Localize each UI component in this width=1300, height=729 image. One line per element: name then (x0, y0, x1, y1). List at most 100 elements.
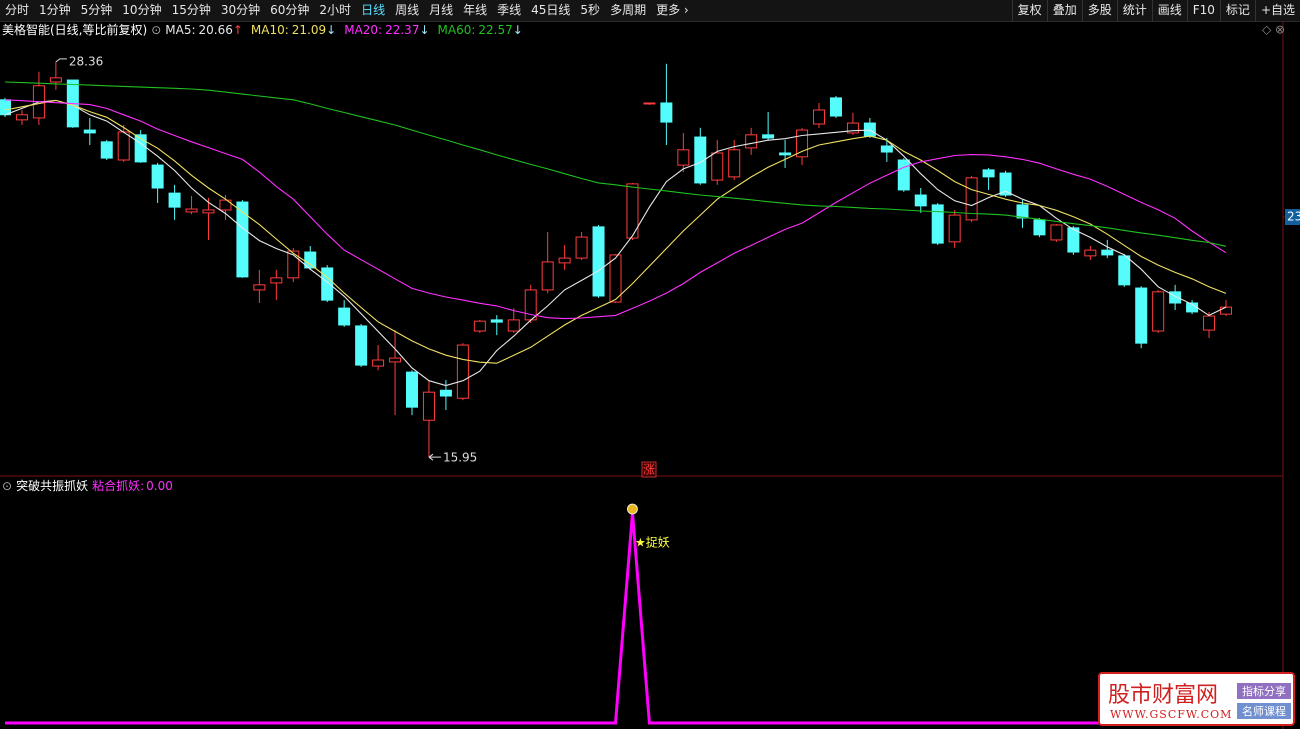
candle-body (507, 319, 520, 332)
candles (0, 61, 1232, 458)
candle-body (456, 344, 469, 399)
candle-body (711, 152, 724, 181)
price-label: 28.36 (69, 54, 103, 68)
period-tab[interactable]: 60分钟 (270, 3, 310, 17)
indicator-header: ⊙ 突破共振抓妖 粘合抓妖: 0.00 (2, 478, 177, 494)
settings-icon[interactable]: ⊙ (2, 479, 13, 493)
tool-button[interactable]: F10 (1186, 0, 1220, 21)
candle-body (982, 169, 995, 178)
period-tab[interactable]: 5分钟 (80, 3, 113, 17)
period-tab[interactable]: 季线 (497, 3, 522, 17)
candle-body (490, 319, 503, 323)
candle-body (270, 277, 283, 284)
candle-body (914, 194, 927, 207)
tool-button[interactable]: 多股 (1081, 0, 1117, 21)
icon[interactable]: ⊗ (1275, 23, 1285, 37)
toolbar: 分时 1分钟 5分钟 10分钟 15分钟 30分钟 60分钟 2小时 日线 周线 月线 年线 季线 45日… (0, 0, 1300, 22)
candle-body (779, 152, 792, 156)
period-tab[interactable]: 5秒 (580, 3, 601, 17)
candle-body (1152, 291, 1165, 332)
candle-body (728, 149, 741, 178)
tool-buttons: 复权 叠加 多股 统计 画线 F10 标记 +自选 (1011, 0, 1300, 21)
indicator-line (5, 512, 1226, 725)
legend-value: 22.37 (385, 23, 420, 37)
legend-value: 22.57 (478, 23, 513, 37)
period-tab[interactable]: 45日线 (531, 3, 571, 17)
candle-body (1135, 287, 1148, 344)
period-tab[interactable]: 日线 (361, 3, 386, 17)
candle-body (677, 149, 690, 166)
candle-body (1203, 315, 1216, 331)
chart-title: 美格智能(日线,等比前复权) (2, 23, 148, 37)
period-tab[interactable]: 分时 (5, 3, 30, 17)
legend: MA5: 20.66↑ MA10: 21.09↓ MA20: 22.37↓ MA60: 22.… (165, 23, 531, 37)
tool-button[interactable]: 统计 (1116, 0, 1152, 21)
candle-body (965, 177, 978, 221)
candle-body (575, 236, 588, 259)
legend-name: MA60: (437, 23, 476, 37)
candle-body (151, 164, 164, 189)
legend-name: MA10: (250, 23, 289, 37)
tool-button[interactable]: 画线 (1151, 0, 1187, 21)
period-tab[interactable]: 10分钟 (122, 3, 162, 17)
candle-body (592, 226, 605, 297)
candle-body (660, 102, 673, 123)
candle-body (83, 129, 96, 134)
candle-body (1084, 249, 1097, 257)
legend-name: MA20: (344, 23, 383, 37)
period-tab[interactable]: 月线 (429, 3, 454, 17)
candle-body (558, 257, 571, 264)
tool-button[interactable]: 复权 (1011, 0, 1047, 21)
candle-body (999, 172, 1012, 196)
candle-body (253, 284, 266, 291)
period-tab[interactable]: 年线 (463, 3, 488, 17)
period-tab[interactable]: 2小时 (319, 3, 352, 17)
legend-trend: ↓ (512, 23, 523, 37)
tool-button[interactable]: +自选 (1254, 0, 1300, 21)
period-tab[interactable]: 周线 (395, 3, 420, 17)
candle-body (321, 267, 334, 301)
candle-body (202, 209, 215, 214)
candle-body (219, 199, 232, 211)
candle-body (948, 214, 961, 243)
candle-body (931, 204, 944, 244)
candle-body (1169, 291, 1182, 304)
tool-button[interactable]: 叠加 (1046, 0, 1082, 21)
candle-body (796, 129, 809, 158)
candle-body (1220, 306, 1232, 315)
candle-body (117, 131, 130, 161)
period-tab[interactable]: 更多 › (656, 3, 689, 17)
candle-body (813, 109, 825, 125)
annotation: ★捉妖 (635, 535, 670, 550)
tick-label-box (1285, 209, 1300, 226)
period-tab[interactable]: 多周期 (610, 3, 647, 17)
leader (55, 58, 67, 63)
candle-body (355, 325, 368, 366)
candle-body (643, 102, 656, 105)
candle-body (15, 114, 28, 121)
watermark-url: WWW.GSCFW.COM (1110, 708, 1233, 721)
candle-body (1067, 227, 1080, 253)
candle-body (694, 136, 707, 184)
period-tab[interactable]: 1分钟 (39, 3, 71, 17)
candle-body (1050, 224, 1063, 241)
period-tab[interactable]: 30分钟 (220, 3, 261, 17)
candle-body (897, 159, 910, 191)
candle-body (389, 357, 402, 363)
price-label: 15.95 (443, 451, 477, 465)
period-tabs: 分时 1分钟 5分钟 10分钟 15分钟 30分钟 60分钟 2小时 日线 周线 月线 年线 季线 45日… (0, 0, 694, 21)
annotation: 涨 (643, 462, 655, 477)
y-tick-label: 23 (1287, 210, 1300, 224)
period-tab[interactable]: 15分钟 (171, 3, 211, 17)
settings-icon[interactable]: ⊙ (151, 23, 162, 37)
candle-body (0, 99, 11, 116)
icon[interactable]: ◇ (1262, 23, 1272, 37)
candle-body (541, 261, 554, 291)
candle-body (1101, 249, 1114, 256)
candle-body (745, 134, 758, 149)
candle-body (439, 389, 452, 397)
watermark: 股市财富网 WWW.GSCFW.COM 指标分享 名师课程 (1098, 672, 1295, 726)
watermark-name: 股市财富网 (1108, 683, 1219, 708)
tool-button[interactable]: 标记 (1219, 0, 1255, 21)
